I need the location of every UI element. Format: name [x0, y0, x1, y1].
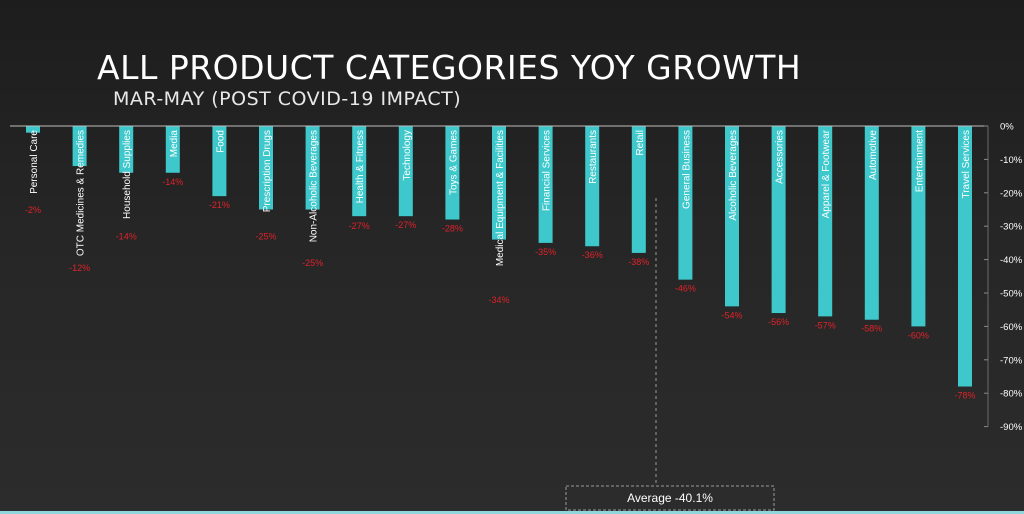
bar: [771, 126, 786, 314]
bar: [585, 126, 600, 247]
average-box: [565, 485, 775, 511]
data-label: -57%: [815, 320, 836, 330]
category-label: Automotive: [868, 130, 879, 180]
category-label: Financial Services: [542, 130, 553, 211]
category-label: Apparel & Footwear: [821, 129, 832, 218]
data-label: -25%: [302, 258, 323, 268]
y-tick-label: -20%: [1000, 188, 1023, 199]
y-tick-label: -40%: [1000, 255, 1023, 266]
category-label: Non-Alcoholic Beverages: [309, 130, 320, 242]
y-tick-label: -90%: [1000, 422, 1023, 433]
data-label: -14%: [162, 177, 183, 187]
y-tick-label: -50%: [1000, 289, 1023, 300]
category-label: Health & Fitness: [355, 130, 366, 203]
data-label: -2%: [25, 205, 41, 215]
data-label: -12%: [69, 263, 90, 273]
y-tick-label: -80%: [1000, 389, 1023, 400]
bar: [492, 126, 506, 240]
bar: [212, 126, 227, 197]
data-labels-layer: -2% -12% -14% -14% -21% -25% -25% -27% -27% -28% -…: [25, 177, 976, 401]
bar: [398, 126, 413, 217]
bar: [352, 126, 367, 217]
data-label: -60%: [908, 330, 929, 340]
data-label: -27%: [349, 221, 370, 231]
data-label: -35%: [535, 247, 556, 257]
average-annotation: Average -40.1%: [565, 198, 775, 511]
data-label: -54%: [721, 310, 742, 320]
category-label: Accessories: [775, 130, 786, 184]
bar: [725, 126, 739, 307]
bar: [259, 126, 273, 210]
data-label: -21%: [209, 200, 230, 210]
bar: [165, 126, 180, 173]
category-label: Household Supplies: [122, 130, 133, 219]
category-label: Personal Care: [29, 130, 40, 194]
data-label: -58%: [861, 324, 882, 334]
category-label: OTC Medicines & Remedies: [76, 130, 87, 256]
data-label: -38%: [628, 257, 649, 267]
chart-title: ALL PRODUCT CATEGORIES YOY GROWTH: [97, 48, 802, 87]
category-label: Toys & Games: [448, 130, 459, 195]
data-label: -28%: [442, 224, 463, 234]
category-label: Alcoholic Beverages: [728, 130, 739, 221]
bar: [119, 126, 134, 173]
category-label: Prescription Drugs: [262, 130, 273, 212]
category-label: Technology: [402, 130, 413, 181]
chart-subtitle: MAR-MAY (POST COVID-19 IMPACT): [113, 88, 462, 110]
category-label: Travel Services: [961, 130, 972, 199]
bar: [72, 126, 87, 167]
data-label: -34%: [488, 295, 509, 305]
category-label: Food: [215, 130, 226, 153]
bar: [538, 126, 553, 243]
data-label: -56%: [768, 317, 789, 327]
category-label: Restaurants: [588, 130, 599, 184]
bar: [26, 126, 40, 133]
data-label: -78%: [954, 391, 975, 401]
category-labels-layer: Personal Care OTC Medicines & Remedies Hou…: [29, 129, 972, 266]
data-label: -36%: [582, 250, 603, 260]
y-tick-label: -30%: [1000, 222, 1023, 233]
bar: [305, 126, 320, 210]
y-tick-label: -10%: [1000, 155, 1023, 166]
bar: [958, 126, 972, 387]
y-axis: 0% -10% -20% -30% -40% -50% -60% -70% -80% -90%: [10, 122, 1023, 433]
average-label: Average -40.1%: [627, 491, 713, 505]
data-label: -14%: [116, 231, 137, 241]
y-tick-label: -70%: [1000, 355, 1023, 366]
bar: [818, 126, 833, 317]
category-label: Entertainment: [914, 130, 925, 192]
bar: [445, 126, 460, 220]
bars-layer: [26, 126, 972, 387]
data-label: -27%: [395, 220, 416, 230]
bar: [678, 126, 693, 280]
category-label: Media: [169, 130, 180, 158]
y-tick-label: -60%: [1000, 322, 1023, 333]
category-label: Retail: [635, 130, 646, 156]
data-label: -46%: [675, 284, 696, 294]
bar: [911, 126, 926, 327]
bottom-accent-bar: [0, 511, 1024, 514]
data-label: -25%: [255, 231, 276, 241]
category-label: General Business: [681, 130, 692, 209]
y-tick-label: 0%: [1000, 122, 1014, 133]
bar: [864, 126, 879, 320]
category-label: Medical Equipment & Facilities: [495, 130, 506, 266]
bar: [631, 126, 646, 253]
